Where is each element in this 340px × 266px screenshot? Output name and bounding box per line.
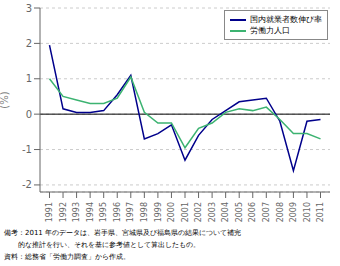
svg-text:1993: 1993 — [72, 202, 81, 222]
svg-text:1997: 1997 — [126, 202, 135, 222]
svg-text:2008: 2008 — [276, 202, 285, 222]
svg-text:2011: 2011 — [316, 202, 325, 222]
html-text:備考：2011 年のデータは、岩手県、宮城県及び福島県の結果: 備考：2011 年のデータは、岩手県、宮城県及び福島県の結果について補完 — [4, 229, 241, 237]
svg-text:1991: 1991 — [45, 202, 54, 222]
svg-text:3: 3 — [26, 3, 32, 14]
svg-text:1: 1 — [26, 73, 32, 84]
svg-text:2002: 2002 — [194, 202, 203, 222]
svg-text:(%): (%) — [8, 91, 10, 108]
svg-text:1998: 1998 — [140, 202, 149, 222]
svg-text:1992: 1992 — [59, 202, 68, 222]
svg-text:2005: 2005 — [235, 202, 244, 222]
html-text:的な推計を行い、それを基に参考値として算出したもの。: 的な推計を行い、それを基に参考値として算出したもの。 — [4, 241, 200, 249]
svg-text:1999: 1999 — [154, 202, 163, 222]
svg-text:2006: 2006 — [248, 202, 257, 222]
svg-text:2004: 2004 — [221, 202, 230, 222]
svg-text:-1: -1 — [22, 144, 32, 155]
svg-text:-2: -2 — [22, 179, 32, 190]
svg-text:2007: 2007 — [262, 202, 271, 222]
html-text:労働力人口: 労働力人口 — [250, 26, 290, 35]
svg-text:1996: 1996 — [113, 202, 122, 222]
html-text:資料：総務省「労働力調査」から作成。: 資料：総務省「労働力調査」から作成。 — [4, 253, 130, 261]
svg-text:2009: 2009 — [289, 202, 298, 222]
svg-text:1995: 1995 — [99, 202, 108, 222]
svg-text:0: 0 — [26, 109, 32, 120]
svg-text:2001: 2001 — [181, 202, 190, 222]
svg-text:2: 2 — [26, 38, 32, 49]
html-text:国内就業者数伸び率: 国内就業者数伸び率 — [250, 15, 322, 24]
svg-text:2003: 2003 — [208, 202, 217, 222]
svg-text:2000: 2000 — [167, 202, 176, 222]
svg-text:1994: 1994 — [86, 202, 95, 222]
svg-text:2010: 2010 — [303, 202, 312, 222]
